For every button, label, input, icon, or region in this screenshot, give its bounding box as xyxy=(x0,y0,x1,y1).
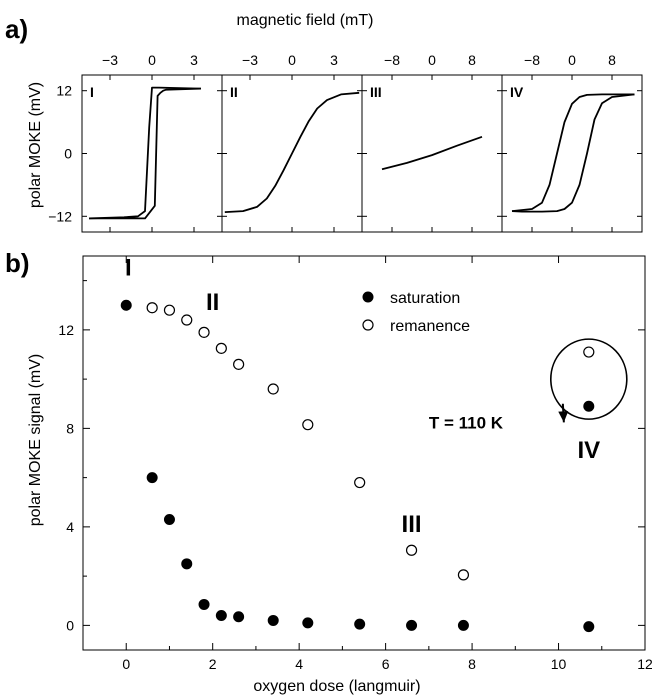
panel-b-ylabel: polar MOKE signal (mV) xyxy=(27,354,44,527)
x-tick-label: 6 xyxy=(382,656,390,672)
point-saturation xyxy=(215,610,227,622)
x-tick-label: 12 xyxy=(637,656,652,672)
point-remanence xyxy=(146,302,158,314)
x-tick-label: 0 xyxy=(288,52,296,68)
panel-a-label: a) xyxy=(5,14,28,44)
hysteresis-curve xyxy=(88,86,202,220)
x-tick-label: 2 xyxy=(209,656,217,672)
y-tick-label: 12 xyxy=(58,322,74,338)
annotation-roman: II xyxy=(206,289,219,316)
subplot-label: III xyxy=(370,84,382,100)
y-tick-label: 4 xyxy=(66,519,74,535)
point-saturation xyxy=(583,621,595,633)
point-remanence xyxy=(233,358,245,370)
point-remanence xyxy=(215,342,227,354)
subplot-frame xyxy=(361,74,503,233)
x-tick-label: −8 xyxy=(524,52,540,68)
point-saturation xyxy=(233,611,245,623)
x-tick-label: 4 xyxy=(295,656,303,672)
annotation-110k: T = 110 K xyxy=(429,413,504,432)
point-remanence xyxy=(302,419,314,431)
hysteresis-curve xyxy=(224,91,360,213)
x-tick-label: 8 xyxy=(468,52,476,68)
point-remanence xyxy=(457,569,470,581)
annotation-roman: I xyxy=(125,255,132,282)
panel-b-xlabel: oxygen dose (langmuir) xyxy=(253,678,420,695)
point-saturation xyxy=(302,617,314,629)
point-saturation xyxy=(406,619,418,631)
x-tick-label: 0 xyxy=(122,656,130,672)
y-tick-label: 0 xyxy=(64,146,72,162)
point-saturation xyxy=(198,598,210,610)
hysteresis-curve xyxy=(381,135,483,171)
legend-marker xyxy=(362,319,374,331)
point-remanence xyxy=(267,383,279,395)
panel-a-plot: −3 0 3 I −3 0 3 II −8 0 8 III −8 0 8 IV −12 0 12 xyxy=(48,52,643,233)
point-saturation xyxy=(354,618,366,630)
point-saturation xyxy=(181,558,193,570)
point-saturation xyxy=(146,472,158,484)
x-tick-label: −8 xyxy=(384,52,400,68)
y-tick-label: 12 xyxy=(56,83,72,99)
x-tick-label: 0 xyxy=(428,52,436,68)
y-tick-label: −12 xyxy=(48,208,72,224)
point-remanence xyxy=(198,326,210,338)
arrow-head xyxy=(558,411,569,423)
x-tick-label: 10 xyxy=(551,656,567,672)
panel-a-ylabel: polar MOKE (mV) xyxy=(27,82,44,208)
y-tick-label: 8 xyxy=(66,420,74,436)
point-remanence xyxy=(354,476,366,489)
panel-a-xlabel: magnetic field (mT) xyxy=(237,12,374,29)
x-tick-label: 0 xyxy=(148,52,156,68)
legend-marker xyxy=(362,291,374,303)
panel-b-label: b) xyxy=(5,248,30,278)
point-saturation xyxy=(120,299,132,311)
x-tick-label: −3 xyxy=(242,52,258,68)
point-110k xyxy=(583,346,595,358)
point-saturation xyxy=(267,614,279,626)
hysteresis-curve xyxy=(511,93,635,213)
point-remanence xyxy=(181,314,193,326)
hysteresis-curve xyxy=(511,93,635,212)
x-tick-label: 8 xyxy=(468,656,476,672)
point-remanence xyxy=(405,544,418,556)
point-110k xyxy=(583,400,595,412)
subplot-label: II xyxy=(230,84,238,100)
subplot-label: I xyxy=(90,84,94,100)
panel-b-plot: 0 2 4 6 8 10 1204812saturationremanenceIIIIIII… xyxy=(58,255,652,672)
legend-label: saturation xyxy=(390,290,460,307)
x-tick-label: 3 xyxy=(190,52,198,68)
annotation-roman: III xyxy=(402,511,422,538)
point-saturation xyxy=(163,513,175,525)
point-remanence xyxy=(163,304,176,316)
x-tick-label: 0 xyxy=(568,52,576,68)
x-tick-label: −3 xyxy=(102,52,118,68)
annotation-roman: IV xyxy=(577,437,600,464)
x-tick-label: 3 xyxy=(330,52,338,68)
hysteresis-curve xyxy=(89,87,202,220)
x-tick-label: 8 xyxy=(608,52,616,68)
y-tick-label: 0 xyxy=(66,617,74,633)
subplot-label: IV xyxy=(510,84,524,100)
point-saturation xyxy=(457,619,469,631)
plot-frame xyxy=(82,255,646,651)
legend-label: remanence xyxy=(390,318,470,335)
ellipse-110k xyxy=(549,338,628,420)
